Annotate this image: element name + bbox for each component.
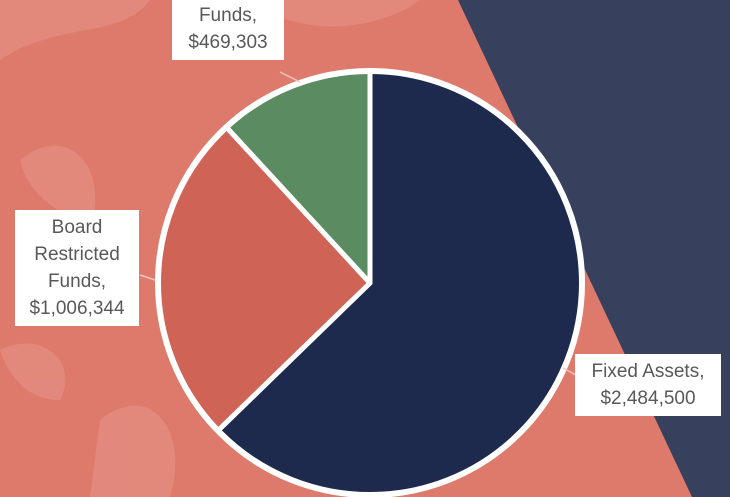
value-label: $2,484,500 <box>581 385 715 412</box>
data-label: Funds,$469,303 <box>172 0 284 60</box>
category-label: Funds, <box>178 2 278 29</box>
data-label: Fixed Assets,$2,484,500 <box>575 354 721 416</box>
value-label: $1,006,344 <box>21 295 133 322</box>
category-label: Fixed Assets, <box>581 358 715 385</box>
data-label: Board Restricted Funds,$1,006,344 <box>15 210 139 326</box>
slide: Fixed Assets,$2,484,500 Board Restricted… <box>0 0 730 497</box>
value-label: $469,303 <box>178 29 278 56</box>
category-label: Board Restricted Funds, <box>21 214 133 295</box>
pie <box>158 71 582 495</box>
